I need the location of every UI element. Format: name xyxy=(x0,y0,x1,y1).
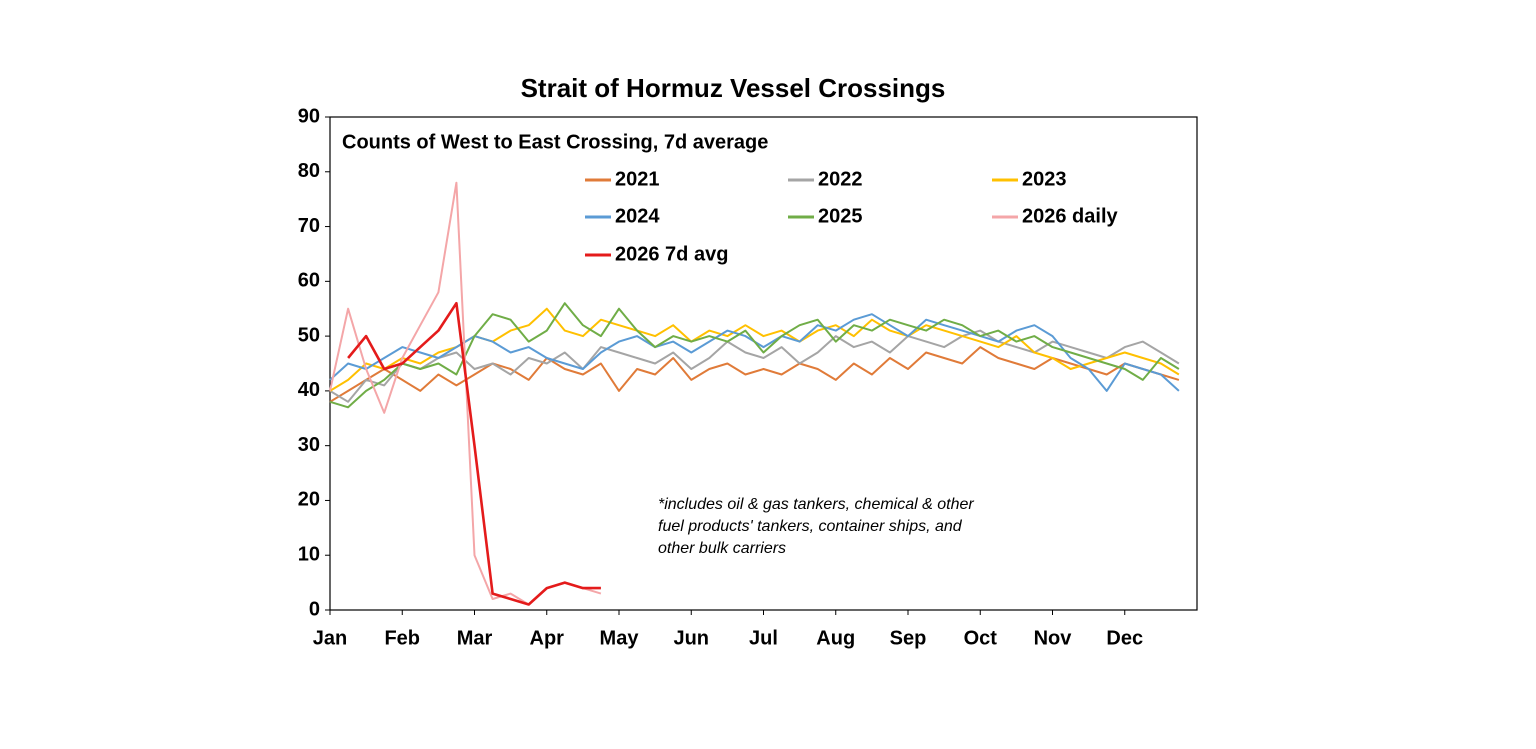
y-tick-label: 60 xyxy=(298,270,320,292)
y-tick-label: 20 xyxy=(298,489,320,511)
y-tick-label: 10 xyxy=(298,544,320,566)
legend-label: 2021 xyxy=(615,168,660,190)
y-tick-label: 70 xyxy=(298,215,320,237)
series-line xyxy=(347,301,601,606)
x-tick-label: Nov xyxy=(1034,627,1073,649)
x-tick-label: Sep xyxy=(890,627,927,649)
x-tick-label: May xyxy=(600,627,640,649)
legend-label: 2026 daily xyxy=(1022,205,1119,227)
y-tick-label: 30 xyxy=(298,434,320,456)
chart-panel xyxy=(262,62,1212,680)
x-tick-label: Jul xyxy=(749,627,778,649)
x-tick-label: Mar xyxy=(457,627,493,649)
x-tick-label: Feb xyxy=(384,627,420,649)
y-tick-label: 90 xyxy=(298,105,320,127)
legend-label: 2022 xyxy=(818,168,863,190)
legend-label: 2023 xyxy=(1022,168,1067,190)
subtitle: Counts of West to East Crossing, 7d aver… xyxy=(342,131,768,153)
x-tick-label: Dec xyxy=(1106,627,1143,649)
series-line xyxy=(329,329,1180,403)
x-tick-label: Aug xyxy=(816,627,855,649)
annotation: *includes oil & gas tankers, chemical & … xyxy=(658,496,974,513)
chart-title: Strait of Hormuz Vessel Crossings xyxy=(521,73,946,103)
y-tick-label: 50 xyxy=(298,324,320,346)
annotation: fuel products' tankers, container ships,… xyxy=(658,518,963,535)
x-tick-label: Jun xyxy=(673,627,709,649)
legend-label: 2025 xyxy=(818,205,863,227)
annotation: other bulk carriers xyxy=(658,540,786,557)
series-line xyxy=(329,302,1180,409)
y-tick-label: 40 xyxy=(298,379,320,401)
x-tick-label: Oct xyxy=(964,627,998,649)
y-tick-label: 80 xyxy=(298,160,320,182)
x-tick-label: Jan xyxy=(313,627,347,649)
y-tick-label: 0 xyxy=(309,598,320,620)
legend-label: 2026 7d avg xyxy=(615,243,728,265)
x-tick-label: Apr xyxy=(530,627,565,649)
series-line xyxy=(329,346,1180,403)
legend-label: 2024 xyxy=(615,205,660,227)
